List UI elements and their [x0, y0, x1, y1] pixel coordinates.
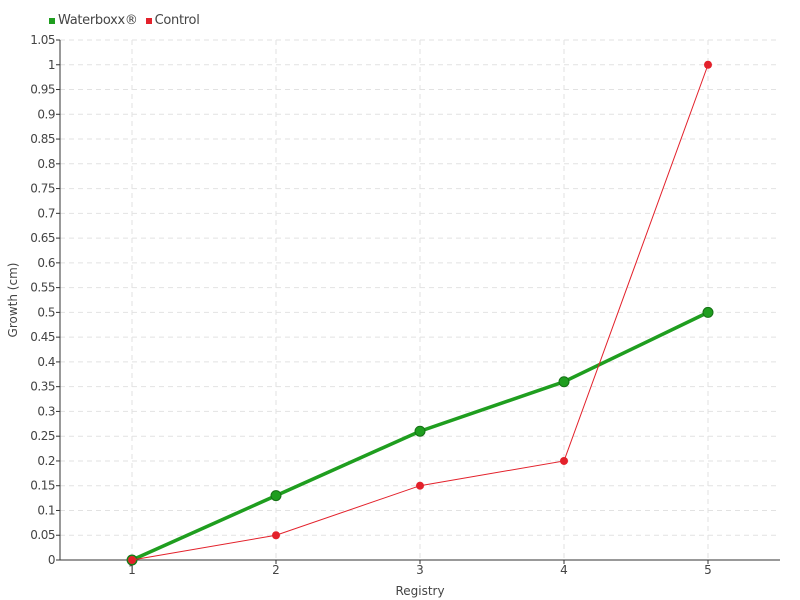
- y-tick-label: 0.75: [30, 182, 55, 196]
- x-tick-label: 1: [128, 563, 136, 577]
- y-tick-label: 0.5: [37, 305, 55, 319]
- y-tick-label: 0.9: [37, 107, 55, 121]
- x-tick-label: 4: [560, 563, 568, 577]
- y-tick-label: 1: [48, 58, 55, 72]
- data-point: [704, 60, 712, 69]
- data-point: [414, 425, 426, 437]
- y-tick-label: 0.6: [37, 256, 55, 270]
- legend-swatch: [145, 17, 152, 24]
- y-tick-label: 0.85: [30, 132, 55, 146]
- legend-item-waterboxx[interactable]: Waterboxx®: [49, 13, 138, 28]
- data-point: [702, 306, 714, 318]
- data-point: [128, 556, 136, 564]
- y-axis-label: Growth (cm): [6, 263, 20, 338]
- data-point: [558, 376, 570, 388]
- y-tick-label: 1.05: [30, 33, 55, 47]
- y-tick-label: 0.1: [37, 503, 55, 517]
- y-tick-label: 0.4: [37, 355, 55, 369]
- x-axis-label: Registry: [395, 584, 444, 598]
- y-tick-label: 0.95: [30, 83, 55, 97]
- x-tick-label: 3: [416, 563, 424, 577]
- y-tick-label: 0.15: [30, 479, 55, 493]
- y-tick-label: 0.45: [30, 330, 55, 344]
- y-tick-label: 0.55: [30, 281, 55, 295]
- legend-item-control[interactable]: Control: [145, 13, 200, 28]
- x-tick-label: 2: [272, 563, 280, 577]
- legend-label: Control: [154, 13, 200, 28]
- legend-swatch: [49, 17, 55, 24]
- legend-label: Waterboxx®: [58, 13, 138, 28]
- x-tick-label: 5: [704, 563, 712, 577]
- y-tick-label: 0.3: [37, 404, 55, 418]
- y-tick-label: 0.7: [37, 206, 55, 220]
- y-tick-label: 0.2: [37, 454, 55, 468]
- data-point: [272, 531, 280, 540]
- data-point: [560, 456, 568, 465]
- y-tick-label: 0.35: [30, 380, 55, 394]
- y-tick-label: 0.65: [30, 231, 55, 245]
- data-point: [270, 490, 282, 502]
- data-point: [416, 481, 424, 490]
- legend: Waterboxx® Control: [49, 13, 200, 28]
- y-tick-label: 0.8: [37, 157, 55, 171]
- y-tick-label: 0.25: [30, 429, 55, 443]
- y-tick-label: 0.05: [30, 528, 55, 542]
- y-tick-label: 0: [48, 553, 55, 567]
